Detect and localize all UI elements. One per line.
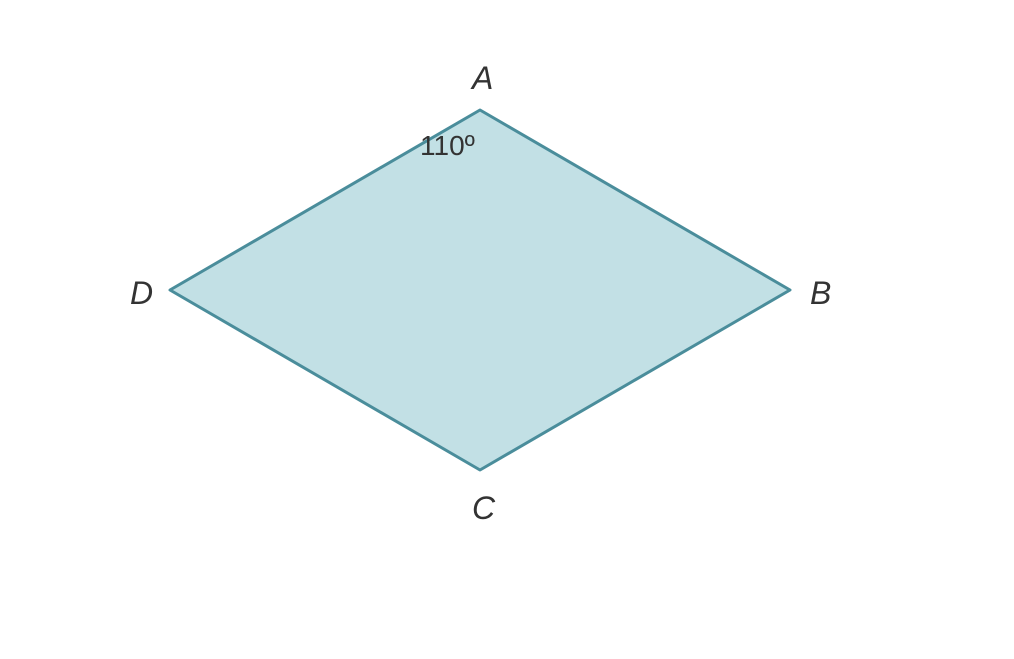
vertex-label-B: B <box>810 275 831 312</box>
vertex-label-C: C <box>472 490 495 527</box>
vertex-label-D: D <box>130 275 153 312</box>
rhombus-shape <box>0 0 1014 659</box>
angle-label: 110º <box>420 130 475 162</box>
vertex-label-A: A <box>472 60 493 97</box>
rhombus-polygon <box>170 110 790 470</box>
diagram-container: A B C D 110º <box>0 0 1014 659</box>
